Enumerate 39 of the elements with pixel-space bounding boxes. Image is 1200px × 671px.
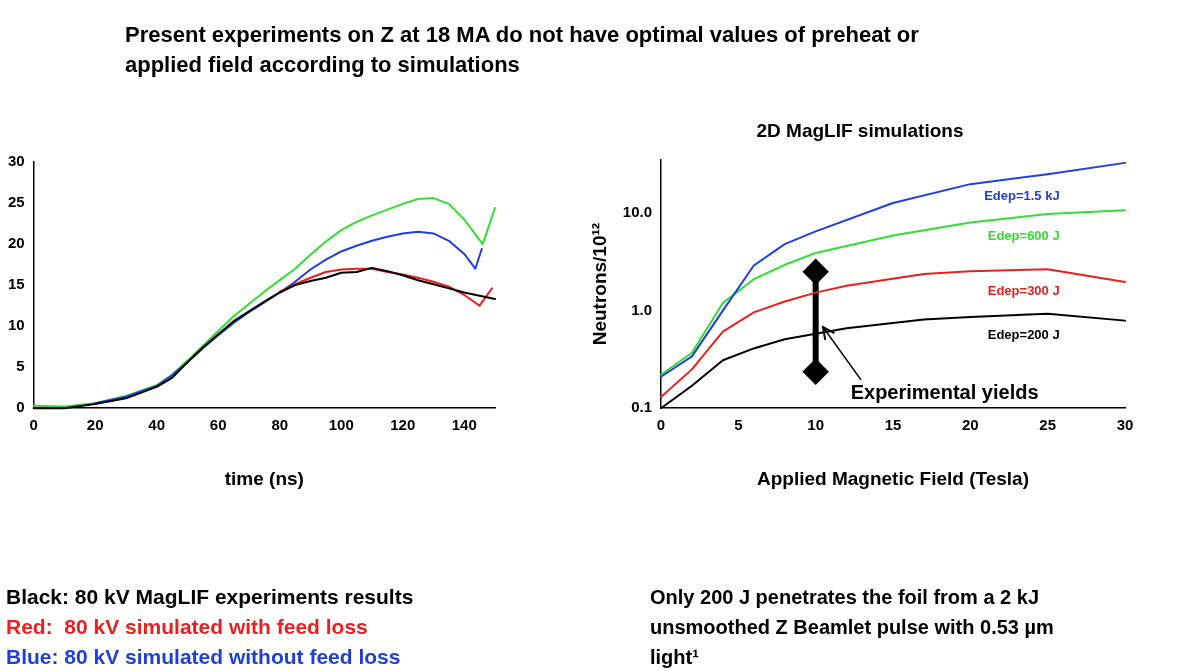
text: Black: 80 kV MagLIF experiments results	[6, 584, 414, 610]
y-axis-title: Neutrons/10¹²	[588, 222, 610, 346]
x-tick-label: 30	[1116, 416, 1134, 434]
x-tick-label: 5	[734, 416, 743, 434]
text: Blue: 80 kV simulated without feed loss	[6, 644, 402, 670]
y-tick-label: 25	[8, 193, 25, 211]
x-tick-label: 20	[961, 416, 979, 434]
x-axis-title: time (ns)	[224, 467, 304, 489]
x-tick-label: 10	[807, 416, 825, 434]
x-tick-label: 80	[271, 416, 289, 434]
text: Red: 80 kV simulated with feed loss	[6, 614, 369, 640]
chart-title: Present experiments on Z at 18 MA do not have optimal values of preheat or applied field according to simulations	[125, 21, 920, 79]
x-tick-label: 140	[451, 416, 477, 434]
y-tick-label: 30	[8, 152, 25, 170]
series-label: Edep=300 J	[987, 282, 1060, 298]
x-axis-title: Applied Magnetic Field (Tesla)	[756, 467, 1030, 489]
x-tick-label: 25	[1039, 416, 1057, 434]
y-tick-label: 5	[16, 357, 25, 375]
series-label: Edep=1.5 kJ	[984, 187, 1060, 203]
chart-title: 2D MagLIF simulations	[755, 120, 965, 142]
x-tick-label: 0	[29, 416, 38, 434]
y-tick-label: 20	[8, 234, 25, 252]
y-tick-label: 15	[8, 275, 25, 293]
x-tick-label: 60	[209, 416, 227, 434]
y-tick-label: 1.0	[631, 300, 652, 318]
x-tick-label: 0	[656, 416, 666, 434]
x-tick-label: 100	[328, 416, 354, 434]
text: Only 200 J penetrates the foil from a 2 kJ unsmoothed Z Beamlet pulse with 0.53 µm light¹	[650, 585, 1055, 670]
series-label: Edep=600 J	[987, 227, 1060, 243]
y-tick-label: 0.1	[631, 398, 652, 416]
series-label: Edep=200 J	[987, 327, 1060, 343]
x-tick-label: 20	[86, 416, 104, 434]
x-tick-label: 15	[884, 416, 902, 434]
y-tick-label: 0	[16, 398, 25, 416]
series-label: Experimental yields	[850, 381, 1039, 404]
x-tick-label: 40	[148, 416, 166, 434]
y-tick-label: 10	[8, 316, 25, 334]
y-tick-label: 10.0	[622, 203, 652, 221]
x-tick-label: 120	[390, 416, 416, 434]
